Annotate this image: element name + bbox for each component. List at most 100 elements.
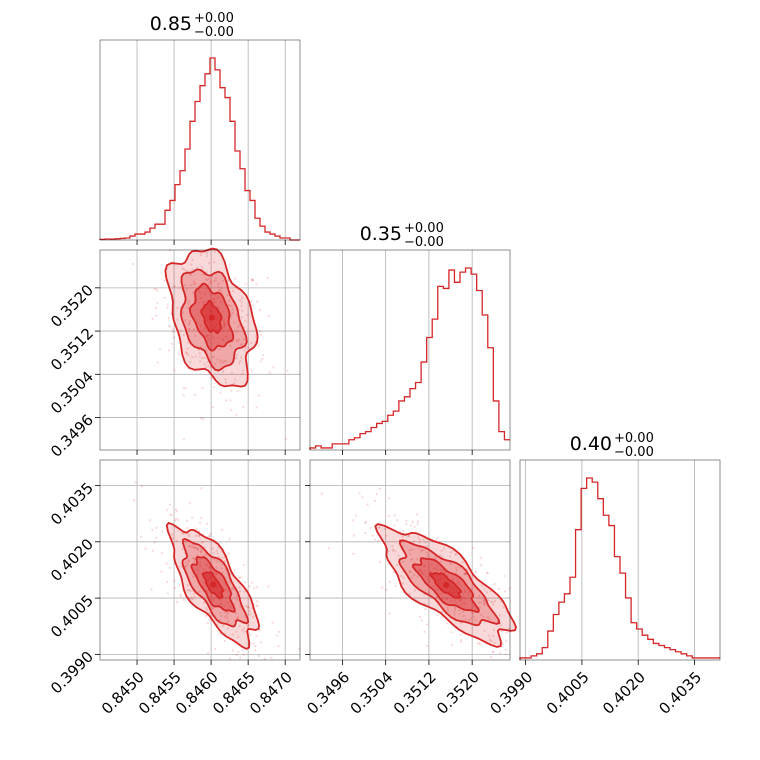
- y-tick-label: 0.3512: [47, 324, 97, 374]
- sample-point: [446, 622, 449, 625]
- sample-point: [438, 554, 442, 557]
- sample-point: [455, 569, 458, 572]
- sample-point: [441, 555, 444, 558]
- sample-point: [202, 568, 206, 571]
- sample-point: [210, 377, 213, 380]
- sample-point: [415, 558, 419, 561]
- sample-point: [233, 378, 237, 381]
- sample-point: [209, 365, 212, 369]
- sample-point: [194, 547, 197, 550]
- sample-point: [153, 541, 156, 544]
- sample-point: [195, 527, 198, 531]
- x-tick-label: 0.3990: [487, 668, 537, 718]
- sample-point: [478, 595, 481, 598]
- sample-point: [232, 588, 235, 591]
- sample-point: [223, 589, 226, 592]
- sample-point: [267, 314, 270, 317]
- sample-point: [459, 633, 462, 636]
- sample-point: [253, 587, 256, 590]
- sample-point: [184, 283, 187, 287]
- sample-point: [178, 286, 181, 289]
- sample-point: [421, 571, 424, 574]
- sample-point: [222, 326, 225, 329]
- sample-point: [388, 580, 392, 583]
- sample-point: [503, 574, 506, 578]
- sample-point: [471, 546, 474, 549]
- sample-point: [214, 277, 217, 280]
- sample-point: [187, 560, 190, 563]
- sample-point: [463, 590, 467, 594]
- sample-point: [200, 516, 203, 520]
- sample-point: [190, 283, 193, 287]
- sample-point: [222, 325, 226, 328]
- sample-point: [172, 336, 176, 339]
- sample-point: [160, 530, 164, 533]
- sample-point: [224, 381, 227, 384]
- sample-point: [502, 606, 505, 609]
- sample-point: [373, 499, 377, 503]
- sample-point: [192, 282, 196, 286]
- sample-point: [196, 548, 199, 551]
- panel-frame-21: [309, 459, 511, 661]
- sample-point: [216, 296, 219, 300]
- sample-point: [490, 640, 493, 643]
- sample-point: [225, 335, 228, 339]
- sample-point: [407, 534, 410, 538]
- sample-point: [200, 548, 203, 551]
- sample-point: [450, 631, 453, 634]
- sample-point: [483, 602, 486, 605]
- sample-point: [155, 526, 158, 529]
- sample-point: [170, 514, 173, 517]
- sample-point: [196, 546, 199, 550]
- sample-point: [220, 550, 223, 553]
- sample-point: [217, 546, 220, 549]
- sample-point: [377, 526, 381, 529]
- sample-point: [151, 317, 154, 320]
- sample-point: [236, 326, 239, 329]
- sample-point: [433, 567, 437, 570]
- x-tick-label: 0.3496: [303, 668, 353, 718]
- sample-point: [214, 572, 218, 575]
- sample-point: [235, 414, 238, 417]
- sample-point: [205, 564, 208, 567]
- sample-point: [238, 624, 241, 628]
- sample-point: [207, 364, 210, 367]
- sample-point: [182, 312, 185, 315]
- sample-point: [320, 492, 323, 495]
- sample-point: [253, 649, 257, 652]
- sample-point: [489, 600, 492, 603]
- histogram-22: [519, 477, 720, 660]
- sample-point: [228, 264, 231, 267]
- sample-point: [205, 287, 208, 290]
- sample-point: [173, 369, 176, 372]
- contour-peak: [443, 581, 450, 588]
- sample-point: [198, 534, 201, 537]
- sample-point: [493, 582, 496, 586]
- sample-point: [188, 533, 191, 536]
- sample-point: [192, 557, 195, 560]
- sample-point: [228, 299, 231, 303]
- sample-point: [435, 564, 438, 567]
- sample-point: [169, 566, 172, 569]
- sample-point: [191, 598, 194, 601]
- sample-point: [237, 650, 240, 654]
- sample-point: [243, 349, 246, 352]
- y-tick-label: 0.3990: [47, 648, 97, 698]
- sample-point: [483, 588, 486, 591]
- sample-point: [193, 592, 196, 595]
- sample-point: [140, 485, 144, 488]
- sample-point: [191, 546, 195, 549]
- sample-point: [483, 629, 486, 632]
- sample-point: [134, 480, 137, 484]
- sample-point: [483, 603, 486, 606]
- sample-point: [175, 517, 178, 520]
- sample-point: [489, 589, 492, 593]
- sample-point: [221, 556, 224, 560]
- sample-point: [500, 630, 503, 633]
- sample-point: [251, 278, 254, 281]
- sample-point: [418, 615, 422, 619]
- sample-point: [247, 623, 250, 627]
- sample-point: [463, 572, 466, 576]
- sample-point: [463, 572, 466, 575]
- sample-point: [499, 624, 503, 627]
